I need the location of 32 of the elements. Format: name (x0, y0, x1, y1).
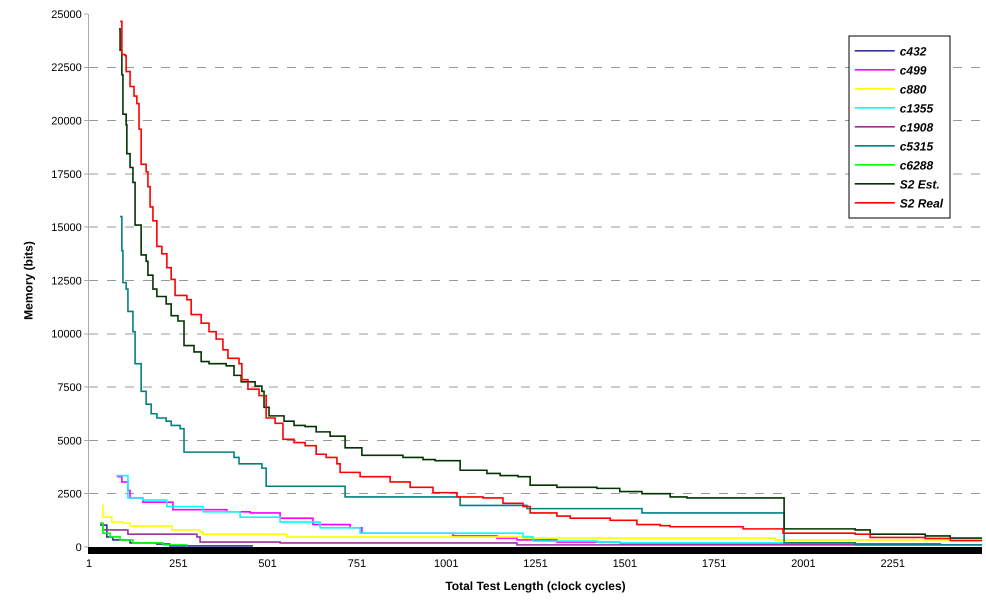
legend-label: S2 Est. (900, 178, 940, 192)
x-tick-label: 751 (348, 558, 366, 570)
legend-label: c6288 (900, 158, 934, 172)
legend-label: c432 (900, 44, 927, 58)
y-tick-label: 17500 (51, 168, 82, 181)
y-tick-label: 25000 (51, 8, 82, 21)
y-tick-label: 0 (76, 542, 82, 554)
y-tick-label: 5000 (57, 435, 82, 448)
y-tick-label: 20000 (51, 115, 82, 128)
x-tick-label: 1001 (434, 558, 458, 570)
y-axis-title: Memory (bits) (22, 241, 36, 320)
x-tick-label: 1751 (702, 558, 726, 570)
x-tick-label: 501 (258, 558, 277, 570)
legend-label: c1908 (900, 120, 934, 134)
y-tick-label: 12500 (51, 275, 82, 288)
legend-label: c499 (900, 64, 927, 78)
x-tick-label: 1501 (612, 558, 638, 570)
y-tick-label: 2500 (57, 488, 82, 501)
legend-label: S2 Real (900, 196, 944, 210)
x-tick-label: 2001 (791, 558, 816, 570)
x-tick-label: 1 (86, 558, 92, 570)
y-tick-label: 22500 (51, 62, 82, 74)
legend-label: c5315 (900, 140, 934, 154)
legend-label: c1355 (900, 102, 934, 116)
x-tick-label: 251 (169, 558, 188, 570)
y-tick-label: 10000 (51, 328, 82, 341)
x-axis-title: Total Test Length (clock cycles) (445, 579, 626, 594)
legend-label: c880 (900, 82, 927, 96)
x-tick-label: 2251 (880, 558, 905, 570)
y-tick-label: 15000 (51, 222, 82, 234)
x-tick-label: 1251 (523, 558, 548, 570)
y-tick-label: 7500 (57, 382, 82, 394)
